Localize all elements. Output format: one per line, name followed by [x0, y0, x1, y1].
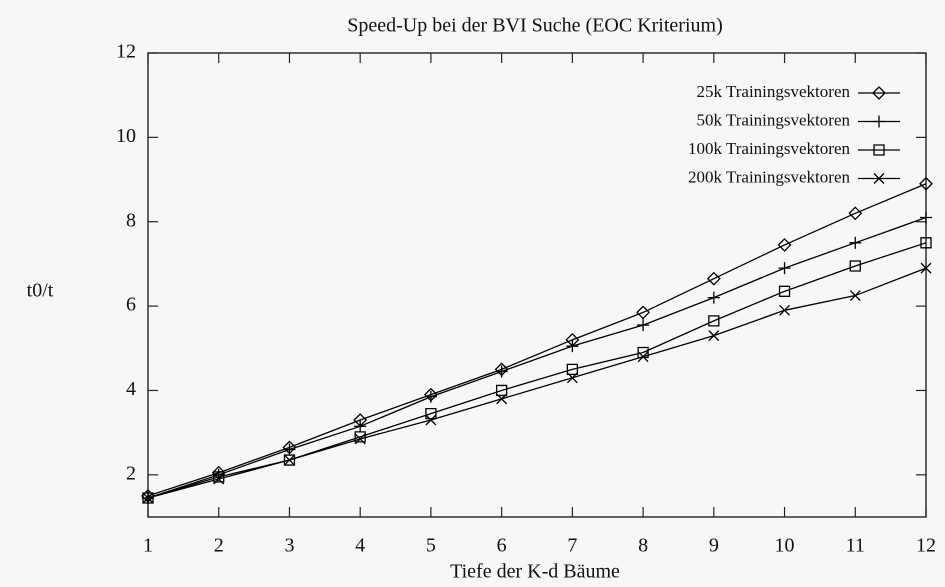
- y-tick-label: 2: [126, 462, 136, 484]
- marker: [354, 420, 367, 433]
- marker: [920, 211, 932, 224]
- marker: [354, 431, 366, 443]
- y-tick-label: 4: [126, 378, 136, 400]
- x-tick-label: 3: [284, 535, 294, 557]
- marker: [213, 471, 225, 483]
- marker: [778, 285, 791, 297]
- marker: [637, 346, 649, 359]
- marker: [873, 144, 885, 156]
- marker: [495, 365, 508, 378]
- y-axis-label: t0/t: [27, 280, 54, 302]
- marker: [283, 454, 295, 466]
- marker: [637, 351, 649, 363]
- x-tick-label: 8: [638, 535, 648, 557]
- y-tick-label: 12: [116, 41, 136, 63]
- marker: [566, 372, 578, 384]
- marker: [424, 390, 437, 403]
- marker: [637, 319, 650, 332]
- marker: [872, 86, 886, 100]
- plot-frame: [147, 52, 927, 518]
- marker: [849, 260, 861, 272]
- x-tick-label: 9: [709, 535, 719, 557]
- series-line: [147, 242, 927, 499]
- marker: [848, 206, 863, 221]
- marker: [777, 238, 792, 252]
- marker: [920, 262, 932, 274]
- x-tick-label: 4: [355, 535, 365, 557]
- legend-label: 200k Trainingsvektoren: [688, 167, 850, 186]
- x-tick-label: 10: [775, 535, 795, 557]
- x-tick-label: 5: [426, 535, 436, 557]
- series-line: [147, 216, 927, 499]
- marker: [496, 393, 508, 405]
- marker: [707, 291, 720, 304]
- y-tick-label: 8: [126, 209, 136, 231]
- series-line: [147, 267, 927, 499]
- marker: [708, 330, 720, 342]
- marker: [636, 305, 651, 320]
- marker: [706, 271, 721, 286]
- marker: [283, 443, 296, 456]
- marker: [708, 315, 720, 327]
- marker: [213, 473, 225, 485]
- marker: [354, 433, 366, 445]
- marker: [495, 384, 508, 397]
- legend-label: 100k Trainingsvektoren: [688, 139, 850, 158]
- marker: [873, 173, 885, 184]
- marker: [873, 115, 885, 128]
- x-tick-label: 1: [143, 535, 153, 557]
- legend-label: 25k Trainingsvektoren: [697, 82, 851, 101]
- marker: [142, 492, 154, 504]
- x-tick-label: 7: [567, 535, 577, 557]
- x-axis-label: Tiefe der K-d Bäume: [450, 561, 620, 583]
- marker: [566, 340, 579, 353]
- legend-label: 50k Trainingsvektoren: [697, 110, 851, 129]
- marker: [919, 176, 933, 191]
- y-tick-label: 6: [126, 294, 136, 316]
- marker: [425, 414, 437, 426]
- marker: [778, 262, 791, 275]
- chart-title: Speed-Up bei der BVI Suche (EOC Kriteriu…: [347, 15, 722, 37]
- x-tick-label: 6: [497, 535, 507, 557]
- marker: [849, 236, 862, 249]
- marker: [566, 363, 579, 376]
- y-tick-label: 10: [116, 125, 136, 147]
- x-tick-label: 2: [214, 535, 224, 557]
- marker: [920, 237, 932, 249]
- x-tick-label: 11: [846, 535, 865, 557]
- series-line: [147, 183, 927, 497]
- marker: [779, 304, 791, 316]
- x-tick-label: 12: [916, 535, 936, 557]
- marker: [849, 290, 861, 302]
